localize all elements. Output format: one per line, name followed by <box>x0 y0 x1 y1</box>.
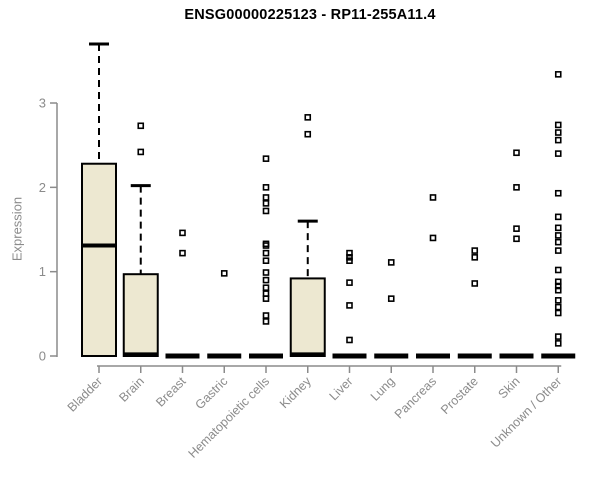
outlier-point-unknown-other <box>554 136 562 144</box>
outlier-point-lung <box>387 259 395 266</box>
outlier-point-hematopoietic-cells <box>262 290 270 297</box>
x-tick-label-breast: Breast <box>153 374 189 410</box>
box-collapsed-liver <box>332 353 367 359</box>
outlier-point-hematopoietic-cells <box>262 295 270 302</box>
outlier-point-liver <box>346 279 353 286</box>
outlier-point-skin <box>513 225 520 232</box>
x-tick-label-lung: Lung <box>368 374 398 404</box>
outlier-point-hematopoietic-cells <box>262 257 270 265</box>
x-tick-label-pancreas: Pancreas <box>392 374 439 421</box>
box-collapsed-lung <box>374 353 409 359</box>
x-tick-label-kidney: Kidney <box>277 374 314 411</box>
box-collapsed-skin <box>499 353 534 359</box>
outlier-point-brain <box>137 148 145 156</box>
x-tick-label-gastric: Gastric <box>192 374 230 412</box>
outlier-point-unknown-other <box>554 266 562 274</box>
outlier-point-prostate <box>471 280 479 287</box>
outlier-point-hematopoietic-cells <box>262 269 270 276</box>
box-bladder <box>81 162 117 357</box>
outlier-point-hematopoietic-cells <box>262 284 270 291</box>
outlier-point-brain <box>137 122 145 130</box>
outlier-point-skin <box>513 235 520 243</box>
x-tick-label-unknown-other: Unknown / Other <box>488 374 564 450</box>
outlier-point-unknown-other <box>554 71 562 78</box>
box-collapsed-hematopoietic-cells <box>249 353 283 359</box>
x-tick-label-skin: Skin <box>496 374 523 401</box>
outlier-point-unknown-other <box>554 333 562 340</box>
outlier-point-unknown-other <box>554 213 562 221</box>
outlier-point-hematopoietic-cells <box>262 184 270 191</box>
outlier-point-hematopoietic-cells <box>262 207 270 215</box>
outlier-point-hematopoietic-cells <box>262 200 270 207</box>
outlier-point-hematopoietic-cells <box>262 242 270 249</box>
outlier-point-unknown-other <box>554 247 562 254</box>
outlier-point-unknown-other <box>554 286 562 294</box>
outlier-point-liver <box>346 336 353 344</box>
outlier-point-liver <box>346 254 353 261</box>
outlier-point-kidney <box>304 130 312 138</box>
outlier-point-breast <box>179 249 186 257</box>
outlier-point-hematopoietic-cells <box>262 312 270 319</box>
x-tick-label-liver: Liver <box>327 374 356 403</box>
outlier-point-breast <box>179 229 186 237</box>
outlier-point-unknown-other <box>554 224 562 232</box>
box-kidney <box>289 277 326 358</box>
outlier-point-hematopoietic-cells <box>262 249 270 257</box>
outlier-point-kidney <box>304 114 312 121</box>
box-collapsed-pancreas <box>416 353 450 359</box>
outlier-point-unknown-other <box>554 121 562 129</box>
outlier-point-unknown-other <box>554 297 562 304</box>
outlier-point-prostate <box>471 247 479 254</box>
outlier-point-unknown-other <box>554 189 562 197</box>
outlier-point-pancreas <box>429 234 437 242</box>
outlier-point-unknown-other <box>554 340 562 347</box>
y-tick-label-2: 2 <box>39 180 46 195</box>
outlier-point-liver <box>346 302 353 309</box>
outlier-point-lung <box>387 295 395 302</box>
x-tick-label-hematopoietic-cells: Hematopoietic cells <box>186 374 273 461</box>
outlier-point-gastric <box>220 270 228 277</box>
outlier-point-unknown-other <box>554 238 562 246</box>
outlier-point-unknown-other <box>554 309 562 317</box>
box-collapsed-breast <box>165 353 200 359</box>
outlier-point-unknown-other <box>554 232 562 239</box>
x-tick-label-brain: Brain <box>116 374 147 405</box>
outlier-point-skin <box>513 184 520 191</box>
outlier-point-hematopoietic-cells <box>262 318 270 325</box>
y-tick-label-3: 3 <box>39 96 46 111</box>
outlier-point-hematopoietic-cells <box>262 194 270 201</box>
outlier-point-pancreas <box>429 194 437 201</box>
outlier-point-unknown-other <box>554 150 562 157</box>
outlier-point-skin <box>513 149 520 157</box>
outlier-point-prostate <box>471 254 479 261</box>
y-tick-label-0: 0 <box>39 349 46 364</box>
x-tick-label-prostate: Prostate <box>438 374 481 417</box>
box-collapsed-prostate <box>457 353 492 359</box>
box-brain <box>122 273 159 357</box>
outlier-point-unknown-other <box>554 303 562 311</box>
outlier-point-unknown-other <box>554 129 562 136</box>
x-tick-label-bladder: Bladder <box>65 374 105 414</box>
chart-title: ENSG00000225123 - RP11-255A11.4 <box>184 7 436 23</box>
outlier-point-liver <box>346 257 353 265</box>
outlier-point-hematopoietic-cells <box>262 276 270 284</box>
box-collapsed-gastric <box>207 353 242 359</box>
box-collapsed-unknown-other <box>541 353 576 359</box>
outlier-point-hematopoietic-cells <box>262 155 270 162</box>
y-tick-label-1: 1 <box>39 264 46 279</box>
